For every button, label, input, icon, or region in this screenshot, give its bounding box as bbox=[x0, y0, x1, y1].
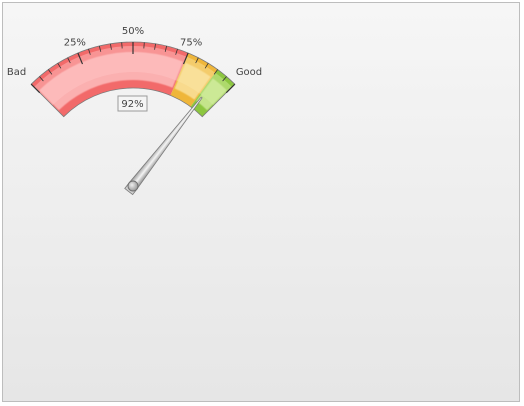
gauge-minor-tick bbox=[175, 48, 178, 55]
gauge-major-tick bbox=[77, 52, 84, 65]
gauge-minor-tick bbox=[57, 63, 62, 69]
gauge-minor-tick bbox=[154, 43, 156, 50]
value-label: 92% bbox=[121, 99, 143, 110]
gauge-major-tick bbox=[30, 83, 41, 94]
needle-pivot bbox=[127, 180, 139, 192]
gauge-minor-tick bbox=[67, 57, 71, 64]
max-label: Good bbox=[236, 67, 262, 78]
gauge-minor-tick bbox=[88, 48, 91, 55]
gauge-minor-tick bbox=[98, 45, 102, 52]
tick-label-75: 75% bbox=[180, 38, 202, 49]
min-label: Bad bbox=[7, 67, 26, 78]
gauge-minor-tick bbox=[213, 69, 218, 75]
gauge-major-tick bbox=[225, 83, 236, 94]
gauge-minor-tick bbox=[39, 76, 44, 82]
gauge-minor-tick bbox=[204, 63, 209, 69]
gauge-major-tick bbox=[182, 52, 189, 65]
value-label-box bbox=[117, 95, 148, 112]
tick-label-25: 25% bbox=[64, 38, 86, 49]
gauge-minor-tick bbox=[48, 69, 53, 75]
tick-label-50: 50% bbox=[122, 26, 144, 37]
gauge-minor-tick bbox=[164, 45, 168, 52]
gauge-minor-tick bbox=[195, 57, 199, 64]
gauge-band-0 bbox=[31, 42, 189, 117]
gauge-minor-tick bbox=[110, 43, 112, 50]
gauge-minor-tick bbox=[222, 76, 227, 82]
gauge-band-2 bbox=[190, 69, 235, 117]
